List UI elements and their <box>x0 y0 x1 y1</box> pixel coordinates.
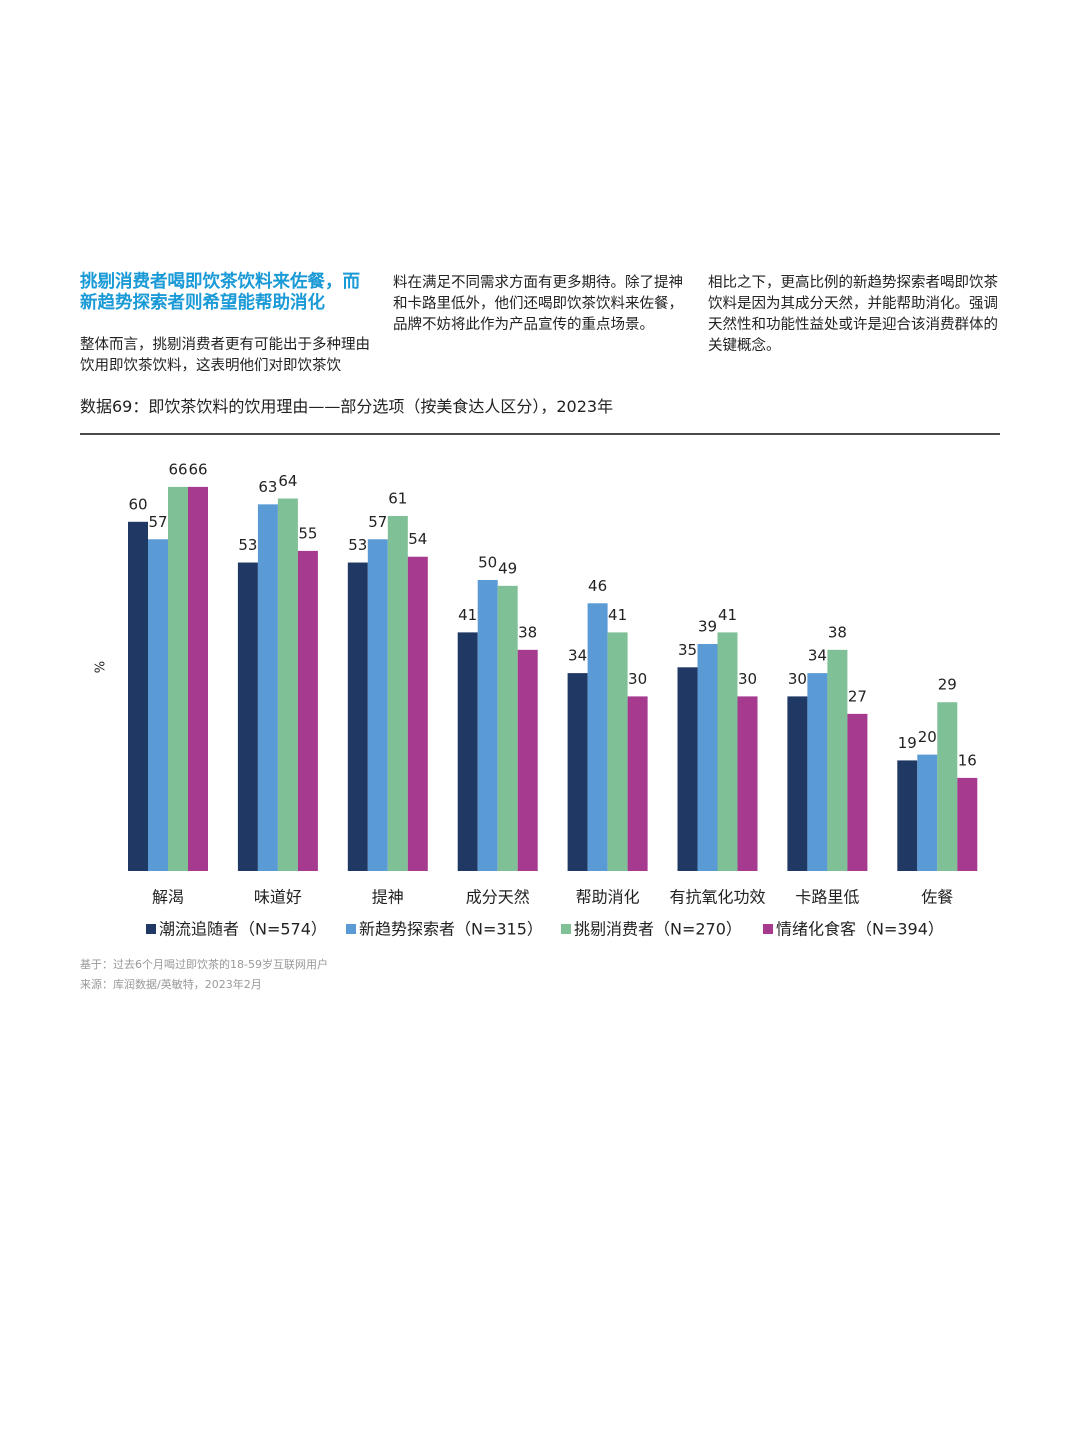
value-label: 41 <box>458 606 477 624</box>
bar <box>897 760 918 871</box>
x-tick-label: 有抗氧化功效 <box>669 888 765 907</box>
legend-swatch <box>561 924 571 934</box>
bar <box>277 498 298 871</box>
bar <box>367 539 388 871</box>
bar <box>937 702 958 871</box>
value-label: 57 <box>148 513 167 531</box>
value-label: 57 <box>368 513 387 531</box>
legend-label: 挑剔消费者（N=270） <box>574 920 742 939</box>
bar <box>237 562 258 871</box>
bar <box>697 644 718 871</box>
chart-title: 数据69：即饮茶饮料的饮用理由——部分选项（按美食达人区分），2023年 <box>80 397 614 416</box>
value-label: 20 <box>918 728 937 746</box>
value-label: 50 <box>478 554 497 572</box>
x-tick-label: 卡路里低 <box>795 888 859 907</box>
bar <box>457 632 478 871</box>
bar <box>477 580 498 871</box>
x-tick-label: 提神 <box>372 888 404 907</box>
bar <box>677 667 698 871</box>
footnote: 基于：过去6个月喝过即饮茶的18-59岁互联网用户 <box>80 958 328 971</box>
value-label: 39 <box>698 618 717 636</box>
bar <box>607 632 628 871</box>
x-tick-label: 味道好 <box>254 888 302 907</box>
bar <box>847 713 868 871</box>
bar <box>188 486 208 871</box>
value-label: 63 <box>258 478 277 496</box>
bar <box>627 696 648 871</box>
value-label: 41 <box>608 606 627 624</box>
value-label: 27 <box>848 687 867 705</box>
bar <box>148 539 168 871</box>
value-label: 30 <box>738 670 757 688</box>
value-label: 66 <box>188 460 207 478</box>
value-label: 49 <box>498 559 517 577</box>
bar <box>737 696 758 871</box>
legend-swatch <box>763 924 773 934</box>
value-label: 30 <box>628 670 647 688</box>
value-label: 35 <box>678 641 697 659</box>
legend-label: 新趋势探索者（N=315） <box>359 920 543 939</box>
bar <box>917 754 938 871</box>
bar <box>497 585 518 871</box>
x-tick-label: 成分天然 <box>466 888 530 907</box>
value-label: 19 <box>898 734 917 752</box>
value-label: 41 <box>718 606 737 624</box>
paragraph: 相比之下，更高比例的新趋势探索者喝即饮茶饮料是因为其成分天然，并能帮助消化。强调… <box>708 275 998 354</box>
legend-swatch <box>346 924 356 934</box>
paragraph: 料在满足不同需求方面有更多期待。除了提神和卡路里低外，他们还喝即饮茶饮料来佐餐，… <box>393 275 683 333</box>
value-label: 30 <box>788 670 807 688</box>
value-label: 38 <box>828 623 847 641</box>
value-label: 53 <box>348 536 367 554</box>
value-label: 55 <box>298 524 317 542</box>
x-tick-label: 佐餐 <box>921 888 953 907</box>
bar <box>168 486 188 871</box>
bar <box>587 603 608 871</box>
x-tick-label: 帮助消化 <box>576 888 640 907</box>
bar <box>827 649 848 871</box>
bar <box>717 632 738 871</box>
legend-label: 情绪化食客（N=394） <box>776 920 944 939</box>
value-label: 46 <box>588 577 607 595</box>
heading: 挑剔消费者喝即饮茶饮料来佐餐，而新趋势探索者则希望能帮助消化 <box>80 272 360 313</box>
value-label: 66 <box>168 460 187 478</box>
value-label: 34 <box>808 647 827 665</box>
paragraph: 整体而言，挑剔消费者更有可能出于多种理由饮用即饮茶饮料，这表明他们对即饮茶饮 <box>80 337 370 374</box>
bar <box>387 515 408 871</box>
bar <box>407 556 428 871</box>
bar <box>128 521 148 871</box>
x-tick-label: 解渴 <box>152 888 184 907</box>
y-axis-label: % <box>94 661 109 673</box>
legend-swatch <box>146 924 156 934</box>
bar <box>957 777 978 871</box>
value-label: 54 <box>408 530 427 548</box>
bar <box>297 550 318 871</box>
bar <box>257 504 278 871</box>
value-label: 60 <box>128 495 147 513</box>
value-label: 16 <box>958 751 977 769</box>
bar <box>807 673 828 871</box>
bar <box>787 696 808 871</box>
value-label: 29 <box>938 676 957 694</box>
value-label: 53 <box>238 536 257 554</box>
value-label: 34 <box>568 647 587 665</box>
legend-label: 潮流追随者（N=574） <box>159 920 327 939</box>
value-label: 64 <box>278 472 297 490</box>
bar <box>567 673 588 871</box>
value-label: 61 <box>388 489 407 507</box>
bar <box>517 649 538 871</box>
footnote: 来源：库润数据/英敏特，2023年2月 <box>80 978 262 991</box>
bar <box>347 562 368 871</box>
value-label: 38 <box>518 623 537 641</box>
